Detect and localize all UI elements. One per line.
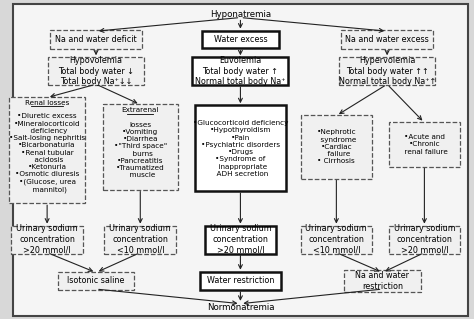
Text: •Nephrotic
  syndrome
•Cardiac
  failure
• Cirrhosis: •Nephrotic syndrome •Cardiac failure • C… xyxy=(316,129,356,164)
FancyBboxPatch shape xyxy=(48,57,144,85)
Text: Urinary sodium
concentration
>20 mmol/l: Urinary sodium concentration >20 mmol/l xyxy=(210,224,271,255)
FancyBboxPatch shape xyxy=(200,271,281,290)
Text: Normonatremia: Normonatremia xyxy=(207,303,274,312)
FancyBboxPatch shape xyxy=(11,226,83,254)
Text: Urinary sodium
concentration
<10 mmol/l: Urinary sodium concentration <10 mmol/l xyxy=(109,224,171,255)
FancyBboxPatch shape xyxy=(301,115,372,179)
FancyBboxPatch shape xyxy=(301,226,372,254)
Text: Urinary sodium
concentration
>20 mmol/l: Urinary sodium concentration >20 mmol/l xyxy=(393,224,455,255)
Text: Na and water deficit: Na and water deficit xyxy=(55,35,137,44)
FancyBboxPatch shape xyxy=(344,270,420,292)
Text: •Diuretic excess
•Mineralocorticoid
  deficiency
•Salt-losing nephritis
•Bicarbo: •Diuretic excess •Mineralocorticoid defi… xyxy=(9,113,85,193)
FancyBboxPatch shape xyxy=(103,104,178,190)
Text: losses
•Vomiting
•Diarrhea
•"Third space"
  burns
•Pancreatitis
•Traumatized
  m: losses •Vomiting •Diarrhea •"Third space… xyxy=(114,122,167,178)
Text: Water restriction: Water restriction xyxy=(207,276,274,285)
FancyBboxPatch shape xyxy=(195,105,286,191)
Text: Extrarenal: Extrarenal xyxy=(122,107,159,113)
FancyBboxPatch shape xyxy=(389,122,460,167)
FancyBboxPatch shape xyxy=(339,57,435,85)
Text: Isotonic saline: Isotonic saline xyxy=(67,276,125,285)
FancyBboxPatch shape xyxy=(50,30,142,49)
Text: Na and water excess: Na and water excess xyxy=(345,35,429,44)
Text: Euvolemia
Total body water ↑
Normal total body Na⁺: Euvolemia Total body water ↑ Normal tota… xyxy=(195,56,286,86)
FancyBboxPatch shape xyxy=(9,97,85,203)
FancyBboxPatch shape xyxy=(205,226,276,254)
Text: •Glucocorticoid deficiency
•Hypothyroidism
•Pain
•Psychiatric disorders
•Drugs
•: •Glucocorticoid deficiency •Hypothyroidi… xyxy=(193,120,288,177)
FancyBboxPatch shape xyxy=(202,31,279,48)
FancyBboxPatch shape xyxy=(389,226,460,254)
Text: Hypervolemia
Total body water ↑↑
Normal total body Na⁺↑: Hypervolemia Total body water ↑↑ Normal … xyxy=(338,56,436,86)
Text: Hyponatremia: Hyponatremia xyxy=(210,11,271,19)
Text: Hypovolemia
Total body water ↓
Total body Na⁺↓↓: Hypovolemia Total body water ↓ Total bod… xyxy=(58,56,134,86)
FancyBboxPatch shape xyxy=(13,4,468,316)
Text: Renal losses: Renal losses xyxy=(25,100,69,106)
FancyBboxPatch shape xyxy=(341,30,433,49)
FancyBboxPatch shape xyxy=(58,271,134,290)
Text: Urinary sodium
concentration
>20 mmol/l: Urinary sodium concentration >20 mmol/l xyxy=(16,224,78,255)
Text: Water excess: Water excess xyxy=(214,35,267,44)
Text: Na and water
restriction: Na and water restriction xyxy=(356,271,410,291)
FancyBboxPatch shape xyxy=(104,226,176,254)
Text: •Acute and
•Chronic
  renal failure: •Acute and •Chronic renal failure xyxy=(401,134,448,154)
Text: Urinary sodium
concentration
<10 mmol/l: Urinary sodium concentration <10 mmol/l xyxy=(306,224,367,255)
FancyBboxPatch shape xyxy=(192,57,288,85)
